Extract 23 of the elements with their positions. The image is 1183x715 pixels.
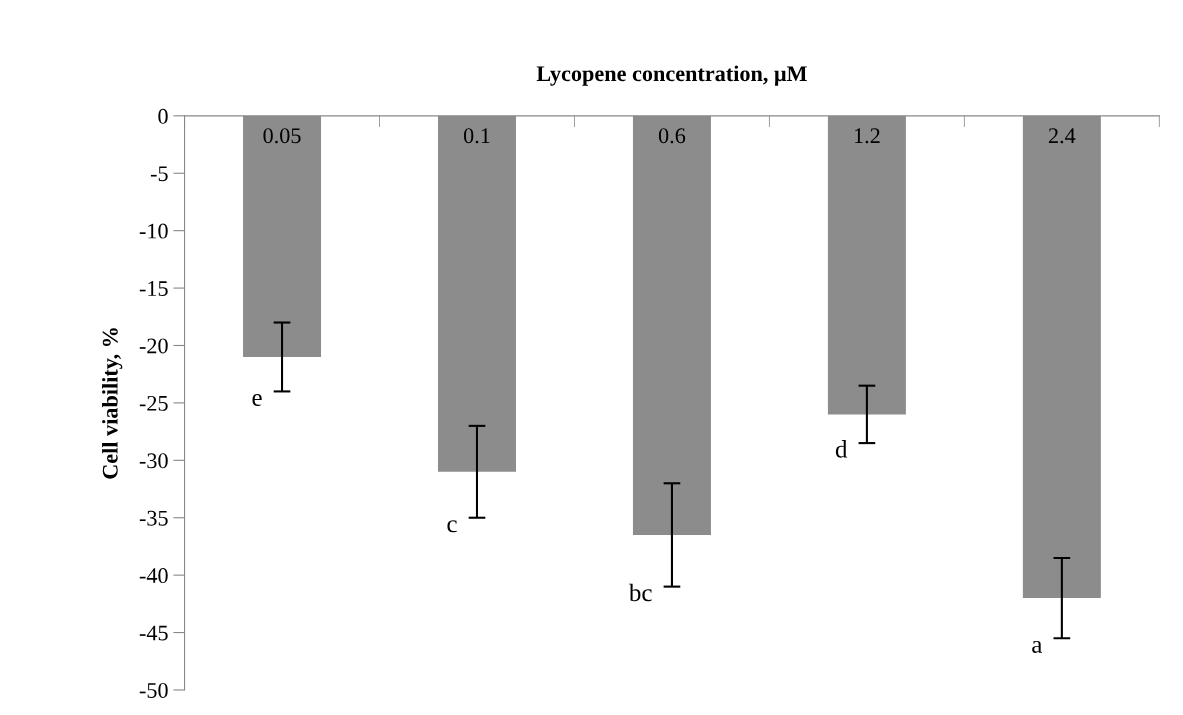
- y-tick-label: -25: [139, 395, 168, 411]
- annotation: e: [252, 393, 262, 407]
- x-tick-label: 2.4: [1048, 128, 1076, 144]
- annotation: bc: [628, 583, 652, 602]
- y-tick-label: -30: [139, 453, 168, 469]
- y-tick-label: -45: [139, 625, 168, 641]
- y-tick-label: -35: [139, 510, 168, 526]
- x-tick-label: 1.2: [854, 128, 880, 144]
- y-tick-label: -20: [139, 338, 168, 354]
- y-tick-label: -50: [139, 682, 168, 698]
- y-tick-label: -10: [139, 223, 168, 239]
- x-tick-label: 0.6: [658, 128, 686, 144]
- y-axis-title: Cell viability, %: [102, 328, 123, 479]
- x-axis-title: Lycopene concentration, μM: [536, 65, 807, 86]
- x-tick-label: 0.1: [463, 128, 490, 144]
- y-tick-label: -5: [150, 166, 168, 182]
- y-tick-label: 0: [158, 108, 168, 124]
- annotation: d: [835, 440, 848, 458]
- annotation: a: [1032, 640, 1043, 653]
- x-tick-label: 0.05: [263, 128, 301, 144]
- annotation: c: [447, 520, 457, 533]
- y-tick-label: -15: [139, 281, 168, 296]
- y-tick-label: -40: [139, 568, 168, 584]
